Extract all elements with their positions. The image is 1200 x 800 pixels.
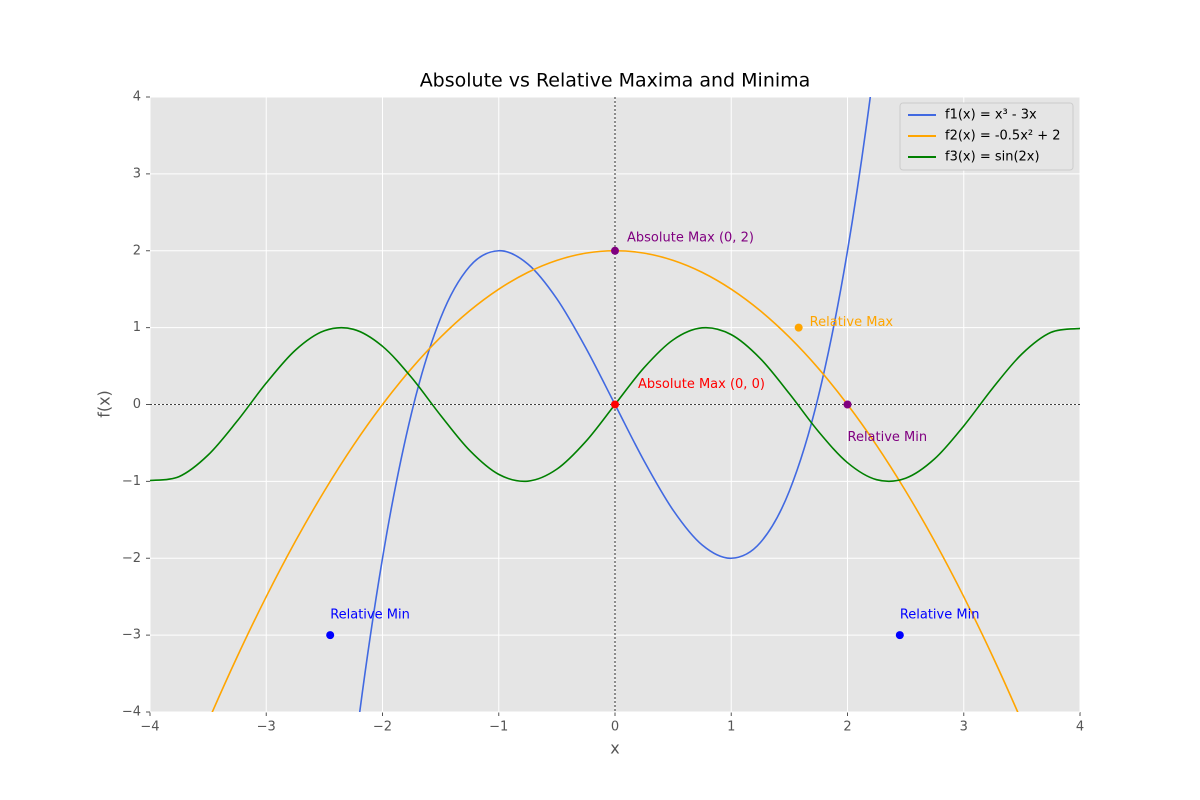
annotation-point <box>895 631 904 640</box>
y-tick-label: 0 <box>133 397 141 412</box>
y-tick-label: 4 <box>133 90 141 105</box>
annotation-label: Relative Min <box>848 430 928 445</box>
legend-label: f2(x) = -0.5x² + 2 <box>945 129 1061 144</box>
y-tick-label: 1 <box>133 320 141 335</box>
annotation-point <box>611 246 619 255</box>
x-tick-label: −3 <box>257 720 276 735</box>
legend: f1(x) = x³ - 3x f2(x) = -0.5x² + 2 f3(x) =… <box>899 102 1074 171</box>
x-axis-label: x <box>610 739 619 758</box>
x-tick-label: 1 <box>727 720 735 735</box>
y-tick-label: −2 <box>122 551 141 566</box>
legend-box <box>899 102 1074 171</box>
annotation-point <box>843 400 852 409</box>
x-tick-label: −2 <box>373 720 392 735</box>
y-tick-label: −1 <box>122 474 141 489</box>
legend-label: f3(x) = sin(2x) <box>945 150 1040 165</box>
x-tick-label: 0 <box>611 720 619 735</box>
x-tick-label: −4 <box>140 720 159 735</box>
annotation-label: Relative Max <box>810 315 894 330</box>
chart-title: Absolute vs Relative Maxima and Minima <box>420 70 811 92</box>
annotation-point <box>326 631 335 640</box>
y-tick-label: −4 <box>122 705 141 720</box>
annotation-label: Absolute Max (0, 2) <box>627 230 754 245</box>
x-tick-label: 4 <box>1076 720 1084 735</box>
annotation-label: Relative Min <box>330 608 410 623</box>
x-tick-label: −1 <box>489 720 508 735</box>
x-tick-label: 2 <box>843 720 851 735</box>
annotation-point <box>611 400 619 409</box>
annotation-label: Relative Min <box>900 608 980 623</box>
y-tick-label: 3 <box>133 166 141 181</box>
x-tick-label: 3 <box>960 720 968 735</box>
legend-label: f1(x) = x³ - 3x <box>945 108 1037 123</box>
y-tick-label: 2 <box>133 243 141 258</box>
annotation-label: Absolute Max (0, 0) <box>638 377 765 392</box>
y-tick-label: −3 <box>122 628 141 643</box>
y-axis-label: f(x) <box>95 390 114 418</box>
annotation-point <box>794 323 803 332</box>
